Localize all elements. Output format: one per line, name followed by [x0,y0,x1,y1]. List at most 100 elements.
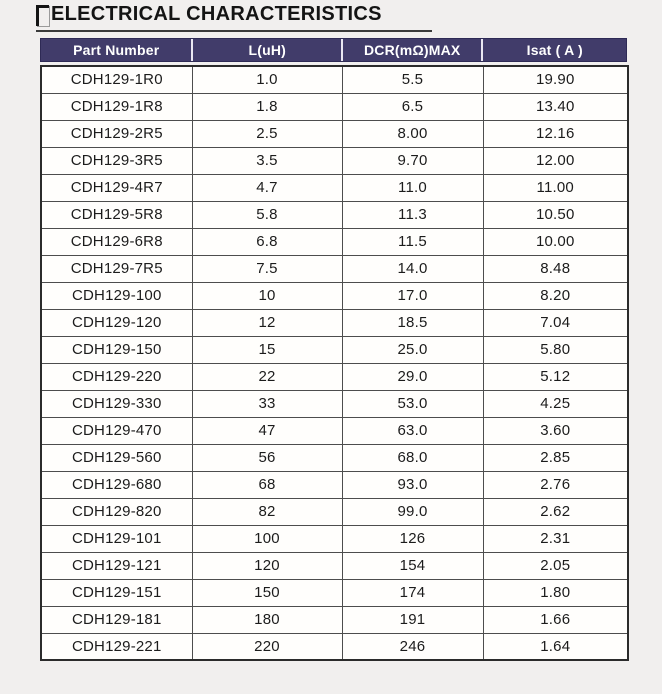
inductance-cell: 22 [191,362,343,391]
isat-cell: 2.05 [482,551,629,580]
isat-cell: 2.76 [482,470,629,499]
table-body: CDH129-1R0 1.0 5.5 19.90 CDH129-1R8 1.8 6.5 13.… [40,65,629,661]
part-number-cell: CDH129-120 [40,308,193,337]
table-row: CDH129-7R5 7.5 14.0 8.48 [40,254,629,283]
table-row: CDH129-101 100 126 2.31 [40,524,629,553]
inductance-cell: 2.5 [191,119,343,148]
dcr-cell: 11.0 [341,173,484,202]
inductance-cell: 12 [191,308,343,337]
inductance-cell: 120 [191,551,343,580]
inductance-cell: 100 [191,524,343,553]
header-dcr-max: DCR(mΩ)MAX [340,39,482,61]
part-number-cell: CDH129-470 [40,416,193,445]
table-header-row: Part Number L(uH) DCR(mΩ)MAX Isat ( A ) [40,38,627,62]
part-number-cell: CDH129-7R5 [40,254,193,283]
part-number-cell: CDH129-101 [40,524,193,553]
isat-cell: 7.04 [482,308,629,337]
dcr-cell: 154 [341,551,484,580]
dcr-cell: 6.5 [341,92,484,121]
inductance-cell: 47 [191,416,343,445]
header-part-number: Part Number [41,39,192,61]
part-number-cell: CDH129-2R5 [40,119,193,148]
part-number-cell: CDH129-100 [40,281,193,310]
table-row: CDH129-181 180 191 1.66 [40,605,629,634]
table-row: CDH129-6R8 6.8 11.5 10.00 [40,227,629,256]
table-row: CDH129-820 82 99.0 2.62 [40,497,629,526]
isat-cell: 4.25 [482,389,629,418]
isat-cell: 1.80 [482,578,629,607]
dcr-cell: 191 [341,605,484,634]
dcr-cell: 9.70 [341,146,484,175]
isat-cell: 1.66 [482,605,629,634]
isat-cell: 10.00 [482,227,629,256]
isat-cell: 8.48 [482,254,629,283]
isat-cell: 19.90 [482,65,629,94]
corner-bracket-icon [36,5,49,26]
isat-cell: 2.31 [482,524,629,553]
inductance-cell: 10 [191,281,343,310]
inductance-cell: 7.5 [191,254,343,283]
part-number-cell: CDH129-560 [40,443,193,472]
part-number-cell: CDH129-6R8 [40,227,193,256]
isat-cell: 3.60 [482,416,629,445]
isat-cell: 5.80 [482,335,629,364]
isat-cell: 12.00 [482,146,629,175]
inductance-cell: 15 [191,335,343,364]
table-row: CDH129-680 68 93.0 2.76 [40,470,629,499]
inductance-cell: 5.8 [191,200,343,229]
section-title-text: ELECTRICAL CHARACTERISTICS [51,3,382,25]
table-row: CDH129-151 150 174 1.80 [40,578,629,607]
table-row: CDH129-121 120 154 2.05 [40,551,629,580]
inductance-cell: 6.8 [191,227,343,256]
table-row: CDH129-470 47 63.0 3.60 [40,416,629,445]
part-number-cell: CDH129-5R8 [40,200,193,229]
isat-cell: 2.62 [482,497,629,526]
inductance-cell: 180 [191,605,343,634]
dcr-cell: 29.0 [341,362,484,391]
part-number-cell: CDH129-121 [40,551,193,580]
part-number-cell: CDH129-151 [40,578,193,607]
part-number-cell: CDH129-1R0 [40,65,193,94]
isat-cell: 10.50 [482,200,629,229]
dcr-cell: 17.0 [341,281,484,310]
table-row: CDH129-120 12 18.5 7.04 [40,308,629,337]
part-number-cell: CDH129-220 [40,362,193,391]
inductance-cell: 33 [191,389,343,418]
dcr-cell: 11.5 [341,227,484,256]
isat-cell: 1.64 [482,632,629,661]
dcr-cell: 14.0 [341,254,484,283]
dcr-cell: 5.5 [341,65,484,94]
dcr-cell: 25.0 [341,335,484,364]
table-row: CDH129-2R5 2.5 8.00 12.16 [40,119,629,148]
table-row: CDH129-220 22 29.0 5.12 [40,362,629,391]
electrical-characteristics-table: CDH129-1R0 1.0 5.5 19.90 CDH129-1R8 1.8 6.5 13.… [40,65,629,661]
isat-cell: 5.12 [482,362,629,391]
inductance-cell: 1.0 [191,65,343,94]
part-number-cell: CDH129-4R7 [40,173,193,202]
isat-cell: 13.40 [482,92,629,121]
isat-cell: 11.00 [482,173,629,202]
header-isat: Isat ( A ) [481,39,626,61]
isat-cell: 8.20 [482,281,629,310]
part-number-cell: CDH129-181 [40,605,193,634]
isat-cell: 12.16 [482,119,629,148]
part-number-cell: CDH129-1R8 [40,92,193,121]
table-row: CDH129-330 33 53.0 4.25 [40,389,629,418]
table-row: CDH129-5R8 5.8 11.3 10.50 [40,200,629,229]
inductance-cell: 1.8 [191,92,343,121]
inductance-cell: 68 [191,470,343,499]
inductance-cell: 56 [191,443,343,472]
table-row: CDH129-4R7 4.7 11.0 11.00 [40,173,629,202]
dcr-cell: 246 [341,632,484,661]
table-row: CDH129-1R0 1.0 5.5 19.90 [40,65,629,94]
table-row: CDH129-221 220 246 1.64 [40,632,629,661]
part-number-cell: CDH129-150 [40,335,193,364]
dcr-cell: 53.0 [341,389,484,418]
dcr-cell: 68.0 [341,443,484,472]
header-inductance: L(uH) [191,39,341,61]
section-title: ELECTRICAL CHARACTERISTICS [36,3,432,32]
part-number-cell: CDH129-3R5 [40,146,193,175]
table-row: CDH129-560 56 68.0 2.85 [40,443,629,472]
part-number-cell: CDH129-221 [40,632,193,661]
